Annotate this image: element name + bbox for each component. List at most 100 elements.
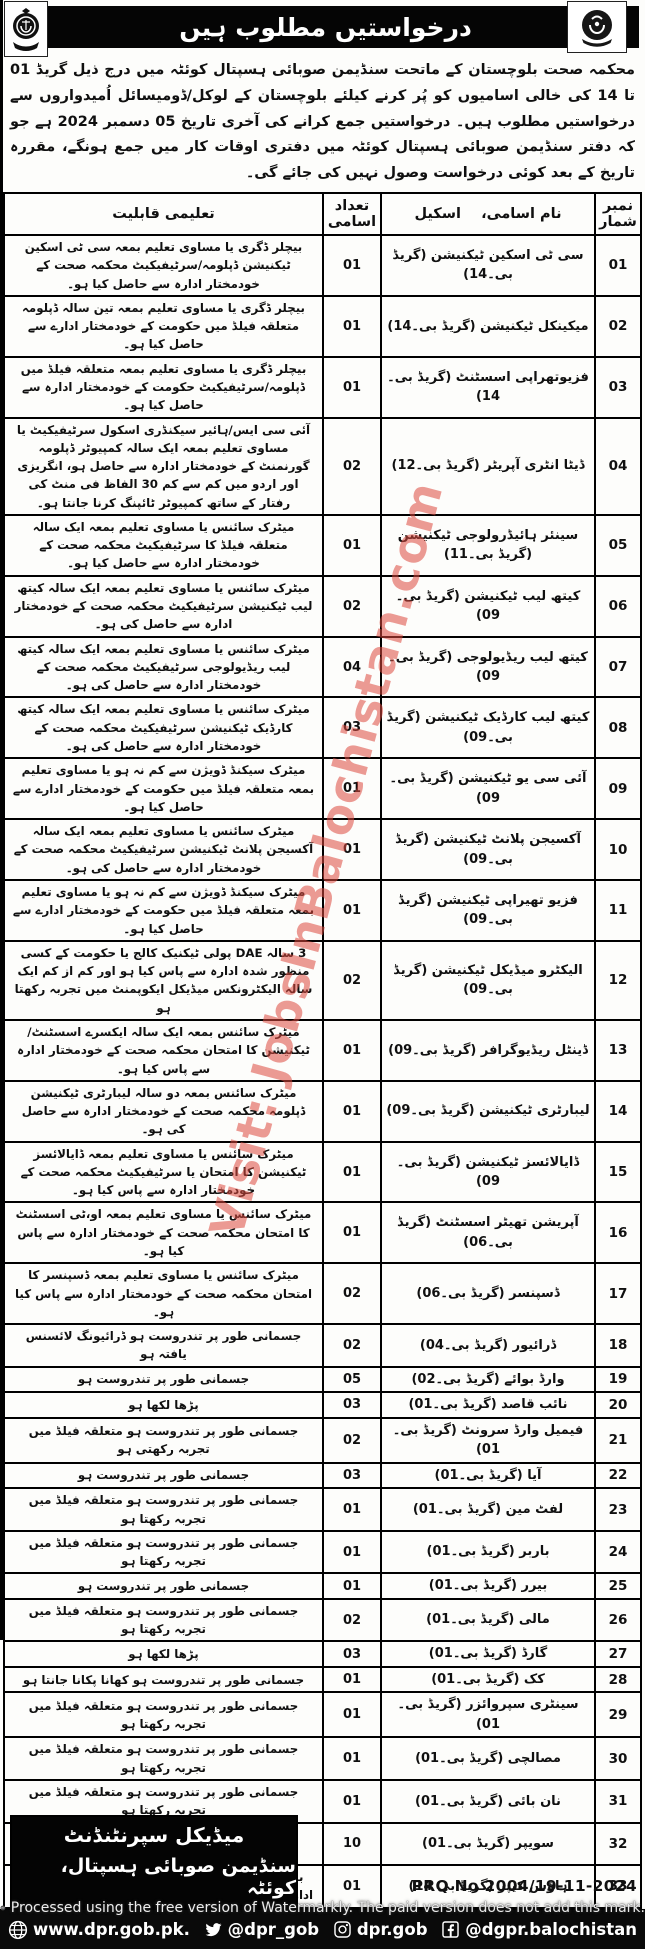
post-count-cell: 01 [322,1864,382,1909]
post-name-cell: سینٹری سپروائزر (گریڈ بی۔01) [380,1691,596,1739]
qualification-cell: بیچلر ڈگری یا مساوی تعلیم بمعہ متعلقہ فی… [3,355,324,419]
serial-cell: 05 [594,513,642,577]
serial-cell: 29 [594,1691,642,1739]
qualification-cell: بیچلر ڈگری یا مساوی تعلیم بمعہ سی ٹی اسک… [3,233,324,297]
post-name-cell: بیرر (گریڈ بی۔01) [380,1572,596,1600]
post-name-cell: مالی (گریڈ بی۔01) [380,1597,596,1643]
post-name-cell: لفٹ مین (گریڈ بی۔01) [380,1487,596,1532]
qualification-cell: میٹرک سائنس بمعہ ایک سالہ ایکسرے اسسٹنٹ/… [3,1018,324,1082]
serial-cell: 11 [594,878,642,942]
post-count-cell: 01 [322,1018,382,1082]
signatory-organization: سنڈیمن صوبائی ہسپتال، کوئٹہ [60,1855,296,1899]
job-row: 01 سی ٹی اسکین ٹیکنیشن (گریڈ بی۔14) 01 ب… [3,233,642,297]
job-row: 03 فزیوتھراپی اسسٹنٹ (گریڈ بی۔14) 01 بیچ… [3,355,642,419]
post-name-cell: الیکٹرو میڈیکل ٹیکنیشن (گریڈ بی۔09) [380,939,596,1021]
post-name-cell: سی ٹی اسکین ٹیکنیشن (گریڈ بی۔14) [380,233,596,297]
serial-cell: 19 [594,1365,642,1394]
serial-cell: 32 [594,1821,642,1867]
post-count-cell: 01 [322,1736,382,1781]
post-name-cell: ڈیٹا انٹری آپریٹر (گریڈ بی۔12) [380,416,596,516]
job-row: 06 کیتھ لیب ٹیکنیشن (گریڈ بی۔09) 02 میٹر… [3,574,642,638]
post-name-cell: ڈایالائسز ٹیکنیشن (گریڈ بی۔09) [380,1140,596,1204]
qualification-cell: میٹرک سائنس یا مساوی تعلیم بمعہ ایک سالہ… [3,818,324,881]
twitter-icon [205,1923,222,1937]
jobs-table-body: 01 سی ٹی اسکین ٹیکنیشن (گریڈ بی۔14) 01 ب… [3,233,642,1949]
globe-icon [8,1920,28,1939]
serial-cell: 18 [594,1323,642,1368]
serial-cell: 03 [594,355,642,419]
qualification-cell: جسمانی طور پر تندروست ہو متعلقہ فیلڈ میں… [3,1416,324,1464]
instagram-item: dpr.gob [333,1920,428,1939]
post-count-cell: 01 [322,1665,382,1694]
qualification-cell: جسمانی طور پر تندروست ہو متعلقہ فیلڈ میں… [3,1487,324,1532]
qualification-cell: جسمانی طور پر تندروست ہو متعلقہ فیلڈ میں… [3,1691,324,1739]
serial-cell: 15 [594,1140,642,1204]
qualification-cell: میٹرک سائنس یا مساوی تعلیم بمعہ ایک سالہ… [3,696,324,760]
post-count-cell: 01 [322,757,382,821]
post-count-cell: 01 [322,1140,382,1204]
serial-cell: 20 [594,1391,642,1419]
job-row: 20 نائب قاصد (گریڈ بی۔01) 03 پڑھا لکھا ہ… [3,1391,642,1419]
post-name-cell: مصالچی (گریڈ بی۔01) [380,1736,596,1781]
job-row: 07 کیتھ لیب ریڈیولوجی (گریڈ بی۔09) 04 می… [3,635,642,699]
post-name-cell: ڈینٹل ریڈیوگرافر (گریڈ بی۔09) [380,1018,596,1082]
post-name-cell: آکسیجن پلانٹ ٹیکنیشن (گریڈ بی۔09) [380,818,596,881]
job-row: 30 مصالچی (گریڈ بی۔01) 01 جسمانی طور پر … [3,1736,642,1781]
qualification-cell: میٹرک سائنس یا مساوی تعلیم بمعہ ڈسپنسر ک… [3,1262,324,1326]
column-header-serial: نمبر شمار [594,191,642,236]
post-count-cell: 05 [322,1365,382,1394]
instagram-icon [334,1921,351,1938]
post-name-cell: ہاؤس کیپر (گریڈ بی 14) [380,1864,596,1909]
post-name-cell: کیتھ لیب ریڈیولوجی (گریڈ بی۔09) [380,635,596,699]
serial-cell: 25 [594,1572,642,1600]
government-crest-right-icon [567,1,627,53]
job-row: 02 میکینکل ٹیکنیشن (گریڈ بی۔14) 01 بیچلر… [3,294,642,358]
post-count-cell: 04 [322,635,382,699]
post-name-cell: فزیوتھراپی اسسٹنٹ (گریڈ بی۔14) [380,355,596,419]
serial-cell: 26 [594,1597,642,1643]
post-name-cell: آئی سی یو ٹیکنیشن (گریڈ بی۔09) [380,757,596,821]
job-row: 22 آیا (گریڈ بی۔01) 03 جسمانی طور پر تند… [3,1461,642,1490]
serial-cell: 09 [594,757,642,821]
qualification-cell: جسمانی طور پر تندروست ہو ڈرائیونگ لائسنس… [3,1323,324,1368]
qualification-cell: میٹرک سائنس یا مساوی تعلیم بمعہ ایک سالہ… [3,513,324,577]
column-header-post-count: تعداد اسامی [322,191,382,236]
serial-cell: 30 [594,1736,642,1781]
facebook-icon [442,1921,459,1938]
qualification-cell: آئی سی ایس/ہائیر سیکنڈری اسکول سرٹیفیکیٹ… [3,416,324,516]
masthead: درخواستیں مطلوب ہیں [0,0,645,57]
serial-cell: 04 [594,416,642,516]
post-count-cell: 02 [322,1262,382,1326]
twitter-item: @dpr_gob [204,1920,319,1939]
page-title: درخواستیں مطلوب ہیں [179,12,472,42]
serial-cell: 16 [594,1201,642,1265]
post-count-cell: 01 [322,233,382,297]
post-count-cell: 02 [322,939,382,1021]
post-count-cell: 02 [322,574,382,638]
jobs-table: نمبر شمار نام اسامی، اسکیل تعداد اسامی ت… [3,191,642,1949]
post-count-cell: 02 [322,416,382,516]
post-count-cell: 01 [322,878,382,942]
job-row: 17 ڈسپنسر (گریڈ بی۔06) 02 میٹرک سائنس یا… [3,1262,642,1326]
post-count-cell: 01 [322,294,382,358]
job-row: 16 آپریشن تھیٹر اسسٹنٹ (گریڈ بی۔06) 01 م… [3,1201,642,1265]
job-row: 28 کک (گریڈ بی۔01) 01 جسمانی طور پر تندر… [3,1665,642,1694]
post-name-cell: لیبارٹری ٹیکنیشن (گریڈ بی۔09) [380,1079,596,1143]
page-left-rule [0,0,3,1640]
post-name-cell: سویپر (گریڈ بی۔01) [380,1821,596,1867]
job-row: 23 لفٹ مین (گریڈ بی۔01) 01 جسمانی طور پر… [3,1487,642,1532]
footer-social-bar: www.dpr.gob.pk. @dpr_gob dpr.gob @dgpr.b… [0,1909,645,1949]
qualification-cell: جسمانی طور پر تندروست ہو [3,1365,324,1394]
signatory-title: میڈیکل سپرنٹنڈنٹ [63,1823,245,1847]
qualification-cell: میٹرک سائنس یا مساوی تعلیم بمعہ ایک سالہ… [3,635,324,699]
post-count-cell: 01 [322,1778,382,1824]
serial-cell: 33 [594,1864,642,1909]
qualification-cell: میٹرک سیکنڈ ڈویژن سے کم نہ ہو یا مساوی ت… [3,757,324,821]
column-header-qualification: تعلیمی قابلیت [3,191,324,236]
qualification-cell: جسمانی طور پر تندروست ہو کھانا پکانا جان… [3,1665,324,1694]
job-row: 15 ڈایالائسز ٹیکنیشن (گریڈ بی۔09) 01 میٹ… [3,1140,642,1204]
post-count-cell: 10 [322,1821,382,1867]
job-row: 13 ڈینٹل ریڈیوگرافر (گریڈ بی۔09) 01 میٹر… [3,1018,642,1082]
post-count-cell: 01 [322,355,382,419]
